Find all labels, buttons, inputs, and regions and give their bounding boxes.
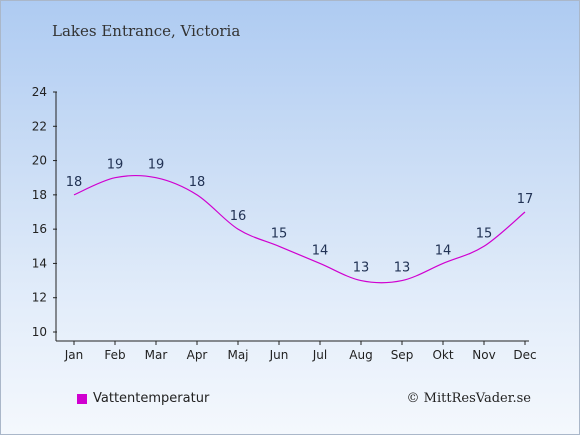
data-label: 16: [230, 209, 247, 224]
x-tick-label: Dec: [513, 348, 536, 362]
legend-label: Vattentemperatur: [93, 391, 210, 406]
data-label: 18: [189, 175, 206, 190]
x-tick-label: Jun: [269, 348, 289, 362]
credit-text: © MittResVader.se: [406, 391, 531, 406]
x-tick-label: Feb: [104, 348, 125, 362]
series-line: [73, 174, 526, 284]
data-label: 14: [435, 243, 452, 258]
x-tick-label: Jan: [64, 348, 84, 362]
data-label: 19: [107, 158, 124, 173]
y-tick-label: 10: [32, 325, 47, 339]
data-label: 19: [148, 158, 165, 173]
y-tick-label: 22: [32, 119, 47, 133]
y-tick-label: 20: [32, 154, 47, 168]
data-label: 17: [517, 192, 534, 207]
x-tick-label: Nov: [472, 348, 495, 362]
y-tick-label: 24: [32, 85, 47, 99]
data-label: 18: [66, 175, 83, 190]
x-tick-label: Apr: [187, 348, 208, 362]
data-label: 14: [312, 243, 329, 258]
data-label: 15: [271, 226, 288, 241]
x-tick-label: Jul: [312, 348, 327, 362]
x-tick-label: Sep: [391, 348, 414, 362]
y-tick-label: 16: [32, 222, 47, 236]
x-tick-label: Mar: [145, 348, 168, 362]
data-label: 15: [476, 226, 493, 241]
y-tick-label: 12: [32, 291, 47, 305]
data-label: 13: [353, 261, 370, 276]
data-label: 13: [394, 261, 411, 276]
x-tick-label: Okt: [432, 348, 453, 362]
x-tick-label: Aug: [349, 348, 372, 362]
y-tick-label: 18: [32, 188, 47, 202]
y-tick-label: 14: [32, 256, 47, 270]
x-tick-label: Maj: [227, 348, 248, 362]
legend: Vattentemperatur: [77, 391, 209, 406]
legend-swatch: [77, 393, 87, 404]
chart-title: Lakes Entrance, Victoria: [52, 22, 241, 40]
